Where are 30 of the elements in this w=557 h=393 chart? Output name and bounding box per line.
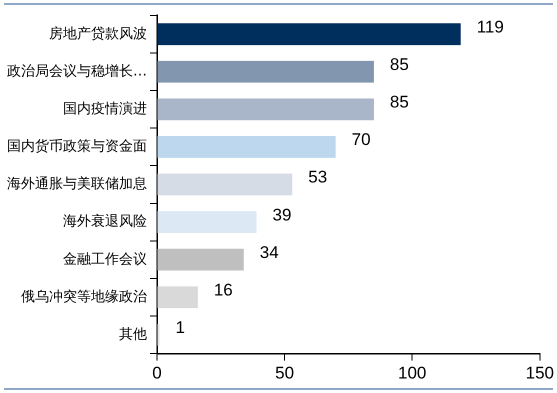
- y-tick-label: 国内疫情演进: [63, 100, 147, 117]
- data-label: 1: [176, 318, 186, 337]
- data-label: 16: [214, 280, 233, 300]
- y-tick-label: 海外通胀与美联储加息: [7, 176, 147, 192]
- bar: [158, 248, 244, 271]
- x-tick-label: 150: [526, 363, 554, 382]
- y-tick-label: 金融工作会议: [63, 251, 147, 268]
- x-tick-label: 0: [152, 363, 162, 382]
- y-tick-label: 俄乌冲突等地缘政治: [21, 288, 147, 305]
- bar: [158, 23, 461, 46]
- y-tick-label: 其他: [119, 326, 147, 342]
- data-label: 34: [260, 242, 279, 262]
- y-tick-label: 国内货币政策与资金面: [7, 138, 147, 155]
- y-tick-label: 房地产贷款风波: [49, 26, 147, 42]
- bar: [158, 98, 374, 120]
- data-label: 70: [352, 130, 371, 150]
- data-label: 85: [390, 92, 409, 112]
- data-label: 85: [390, 54, 409, 74]
- bar: [158, 211, 257, 233]
- bar: [158, 60, 374, 83]
- x-tick-label: 50: [275, 363, 294, 382]
- bar: [158, 136, 336, 158]
- bar: [158, 286, 198, 308]
- data-label: 39: [272, 205, 292, 224]
- y-tick-label: 政治局会议与稳增长…: [7, 63, 147, 80]
- data-label: 53: [308, 168, 328, 187]
- data-label: 119: [476, 17, 504, 36]
- bar: [158, 174, 292, 196]
- y-tick-label: 海外衰退风险: [63, 214, 147, 230]
- x-tick-label: 100: [398, 363, 426, 382]
